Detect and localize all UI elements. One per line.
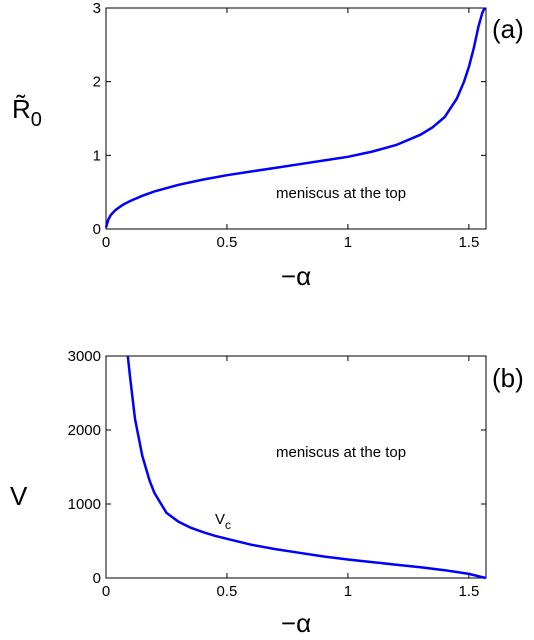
panel-b-y-tick-label: 3000 xyxy=(68,348,101,365)
panel-b-x-tick-label: 1.5 xyxy=(458,583,479,600)
panel-a-y-tick-label: 0 xyxy=(93,221,101,238)
panel-a-x-tick-label: 1.5 xyxy=(458,234,479,251)
panel-b-point-label-sub: c xyxy=(225,518,231,532)
panel-a-x-tick-label: 1 xyxy=(344,234,352,251)
panel-a-y-axis-label: R̃0 xyxy=(12,94,42,131)
panel-b-series-line xyxy=(126,355,487,580)
panel-b-label: (b) xyxy=(492,363,524,393)
panel-b-y-tick-label: 2000 xyxy=(68,422,101,439)
panel-a-y-tick-label: 3 xyxy=(93,0,101,17)
panel-b-point-label-main: V xyxy=(215,511,225,528)
panel-a-x-axis-label: −α xyxy=(281,261,311,291)
panel-a-annotation: meniscus at the top xyxy=(276,185,406,202)
panel-a-ticks: 0 0.5 1 1.5 0 1 2 3 xyxy=(93,0,486,251)
panel-a-y-tick-label: 2 xyxy=(93,74,101,91)
panel-b: 0 0.5 1 1.5 0 1000 2000 3000 meniscus at the to… xyxy=(10,348,524,638)
panel-b-y-tick-label: 0 xyxy=(93,570,101,587)
panel-a-series-line xyxy=(104,7,486,228)
panel-b-y-axis-label: V xyxy=(10,481,28,511)
panel-a-y-tick-label: 1 xyxy=(93,147,101,164)
panel-b-x-tick-label: 1 xyxy=(344,583,352,600)
panel-a-y-axis-label-sub: 0 xyxy=(31,109,42,131)
panel-b-y-tick-label: 1000 xyxy=(68,496,101,513)
panel-b-axes-frame xyxy=(105,355,487,579)
panel-a-x-tick-label: 0.5 xyxy=(217,234,238,251)
panel-b-x-tick-label: 0.5 xyxy=(217,583,238,600)
panel-a-label: (a) xyxy=(492,14,524,44)
panel-a-axes-frame xyxy=(105,7,487,230)
panel-b-annotation: meniscus at the top xyxy=(276,444,406,461)
panel-b-ticks: 0 0.5 1 1.5 0 1000 2000 3000 xyxy=(68,348,486,600)
panel-b-x-axis-label: −α xyxy=(281,608,311,638)
panel-b-x-tick-label: 0 xyxy=(102,583,110,600)
panel-a-x-tick-label: 0 xyxy=(102,234,110,251)
panel-b-point-label: Vc xyxy=(215,511,231,532)
panel-a-y-axis-label-main: R̃ xyxy=(12,94,31,124)
